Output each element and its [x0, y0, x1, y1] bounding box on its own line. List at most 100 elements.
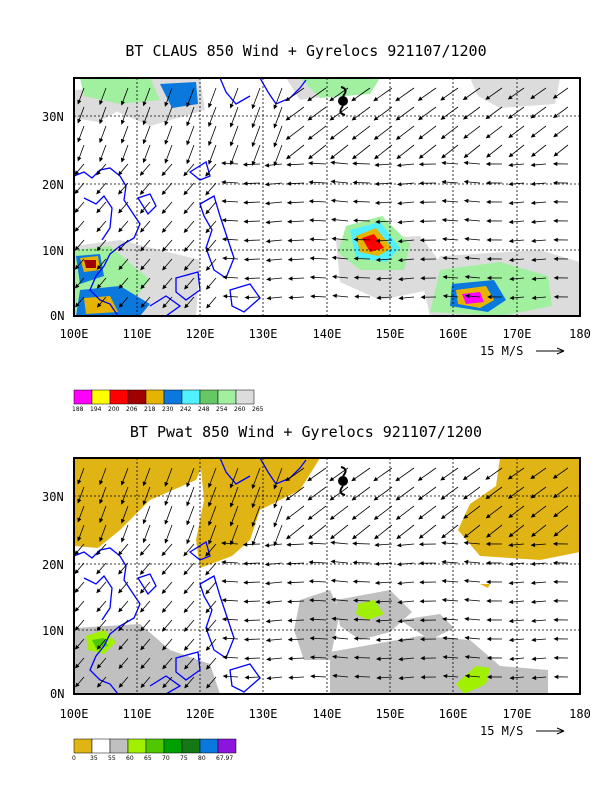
wind-vector-head	[287, 276, 293, 281]
wind-vector-head	[418, 135, 424, 140]
wind-vector-head	[553, 218, 558, 224]
wind-vector-head	[419, 618, 425, 623]
wind-vector-head	[375, 599, 380, 604]
wind-vector-head	[329, 496, 335, 501]
wind-vector-head	[265, 258, 271, 263]
wind-vector-head	[162, 265, 167, 271]
wind-vector-head	[120, 480, 125, 486]
wind-vector-head	[395, 515, 401, 520]
wind-vector-head	[553, 512, 559, 518]
wind-vector-head	[531, 656, 537, 661]
wind-vector-head	[330, 578, 336, 583]
wind-vector-head	[273, 522, 278, 528]
wind-vector-head	[553, 579, 558, 585]
wind-vector-head	[486, 579, 491, 585]
wind-vector-head	[186, 140, 191, 146]
wind-vector-head	[353, 617, 358, 622]
wind-vector-head	[273, 503, 278, 509]
wind-vector-head	[118, 265, 124, 271]
wind-vector	[396, 505, 415, 520]
wind-vector	[286, 505, 305, 520]
wind-vector-head	[208, 122, 213, 128]
wind-vector-head	[242, 162, 248, 167]
wind-vector-head	[118, 664, 124, 669]
wind-vector-head	[463, 559, 469, 565]
wind-vector-head	[74, 227, 80, 232]
wind-vector-head	[331, 236, 337, 241]
wind-vector-head	[419, 561, 424, 566]
wind-vector-head	[397, 238, 403, 244]
wind-vector-head	[229, 141, 234, 147]
colorbar-swatch	[199, 738, 219, 754]
wind-vector-head	[120, 100, 125, 106]
wind-vector-head	[374, 580, 380, 586]
wind-vector-head	[419, 599, 425, 604]
wind-vector-head	[552, 180, 558, 186]
wind-vector-head	[118, 626, 123, 632]
wind-vector-head	[251, 123, 256, 129]
wind-vector	[374, 524, 393, 540]
wind-vector-head	[118, 208, 123, 214]
wind-vector-head	[354, 294, 359, 299]
wind-vector-head	[508, 200, 514, 206]
wind-vector-head	[418, 534, 424, 539]
top-panel-title: BT CLAUS 850 Wind + Gyrelocs 921107/1200	[125, 42, 487, 60]
wind-vector-head	[531, 295, 537, 300]
wind-vector-head	[508, 181, 513, 187]
wind-vector-head	[243, 257, 249, 262]
colorbar-swatch	[181, 389, 201, 405]
wind-vector-head	[118, 588, 123, 594]
wind-vector	[307, 467, 327, 482]
wind-vector-head	[286, 542, 291, 547]
wind-vector	[352, 125, 371, 140]
wind-vector-head	[553, 532, 559, 537]
wind-vector-head	[183, 247, 189, 252]
wind-vector	[286, 125, 305, 140]
wind-vector-head	[420, 675, 426, 680]
wind-vector-head	[374, 534, 379, 540]
wind-vector-head	[309, 655, 315, 660]
wind-vector-head	[552, 474, 558, 479]
wind-vector-head	[96, 208, 101, 214]
wind-vector	[273, 87, 283, 109]
wind-vector-head	[486, 617, 491, 623]
colorbar-label: 0	[72, 755, 76, 762]
wind-vector-head	[441, 540, 446, 546]
colorbar-label: 60	[126, 755, 134, 762]
wind-vector	[273, 106, 283, 128]
wind-vector-head	[332, 673, 337, 679]
wind-vector-head	[205, 284, 211, 290]
wind-vector-head	[221, 161, 226, 166]
wind-vector-head	[243, 580, 248, 585]
wind-vector-head	[265, 239, 271, 244]
colorbar-swatch	[145, 738, 165, 754]
wind-vector	[330, 106, 349, 121]
colorbar-swatch	[145, 389, 165, 405]
wind-vector	[330, 144, 349, 160]
wind-vector-head	[265, 619, 271, 624]
wind-vector-head	[331, 597, 336, 602]
wind-vector-head	[486, 533, 491, 538]
wind-vector-head	[398, 276, 403, 282]
wind-vector-head	[161, 171, 167, 177]
wind-vector-head	[161, 589, 167, 594]
wind-vector-head	[373, 96, 379, 102]
wind-vector-head	[397, 220, 403, 225]
wind-vector-head	[486, 153, 491, 158]
top-gridlines	[74, 78, 580, 316]
wind-vector-head	[142, 481, 147, 487]
wind-vector-head	[243, 200, 248, 205]
bottom-scale-reference: 15 M/S	[480, 724, 565, 738]
wind-vector-head	[374, 561, 380, 567]
wind-vector-head	[118, 284, 124, 289]
wind-vector-head	[508, 238, 514, 244]
colorbar-swatch	[127, 389, 147, 405]
wind-vector-head	[308, 534, 313, 540]
wind-vector-head	[351, 135, 357, 140]
wind-vector	[273, 524, 283, 546]
wind-vector-head	[464, 654, 470, 660]
colorbar-label: 265	[252, 406, 264, 413]
wind-vector-head	[140, 607, 145, 613]
colorbar-swatch	[235, 389, 255, 405]
wind-vector-head	[485, 494, 491, 500]
